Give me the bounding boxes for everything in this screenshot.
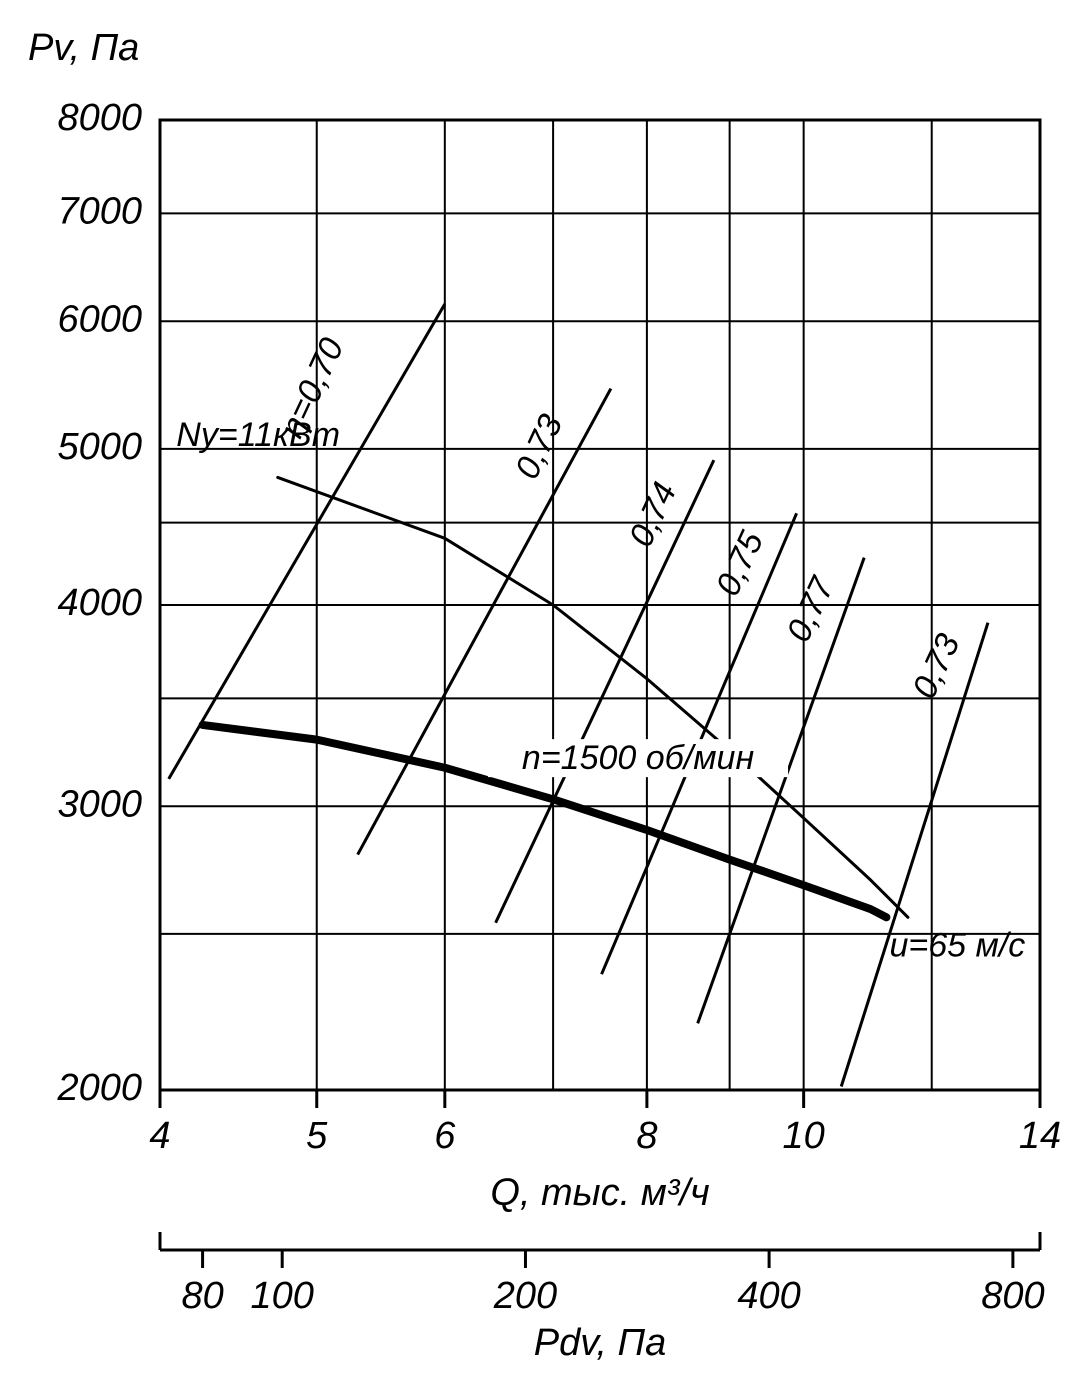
- svg-text:Q, тыс. м³/ч: Q, тыс. м³/ч: [490, 1172, 709, 1214]
- svg-text:5: 5: [306, 1115, 328, 1157]
- svg-text:80: 80: [181, 1275, 223, 1317]
- svg-text:6000: 6000: [57, 298, 142, 340]
- svg-text:Pdv, Па: Pdv, Па: [534, 1322, 666, 1364]
- svg-text:4000: 4000: [57, 582, 142, 624]
- svg-text:8: 8: [636, 1115, 657, 1157]
- fan-performance-chart: 2000 3000 4000 5000 6000 7000 8000 Pv, Па 4 5 6 8 10…: [0, 0, 1089, 1378]
- svg-text:100: 100: [250, 1275, 313, 1317]
- svg-text:Pv, Па: Pv, Па: [28, 27, 139, 69]
- svg-text:Ny=11кВт: Ny=11кВт: [176, 416, 340, 454]
- svg-text:u=65 м/с: u=65 м/с: [889, 927, 1025, 965]
- svg-text:6: 6: [434, 1115, 456, 1157]
- svg-text:400: 400: [737, 1275, 800, 1317]
- svg-text:10: 10: [783, 1115, 825, 1157]
- svg-text:14: 14: [1019, 1115, 1061, 1157]
- svg-text:7000: 7000: [57, 190, 142, 232]
- svg-text:5000: 5000: [57, 426, 142, 468]
- svg-text:8000: 8000: [57, 97, 142, 139]
- svg-text:2000: 2000: [56, 1067, 142, 1109]
- svg-text:4: 4: [149, 1115, 170, 1157]
- svg-text:800: 800: [981, 1275, 1044, 1317]
- svg-text:n=1500 об/мин: n=1500 об/мин: [522, 739, 755, 777]
- svg-text:3000: 3000: [57, 783, 142, 825]
- svg-text:200: 200: [493, 1275, 557, 1317]
